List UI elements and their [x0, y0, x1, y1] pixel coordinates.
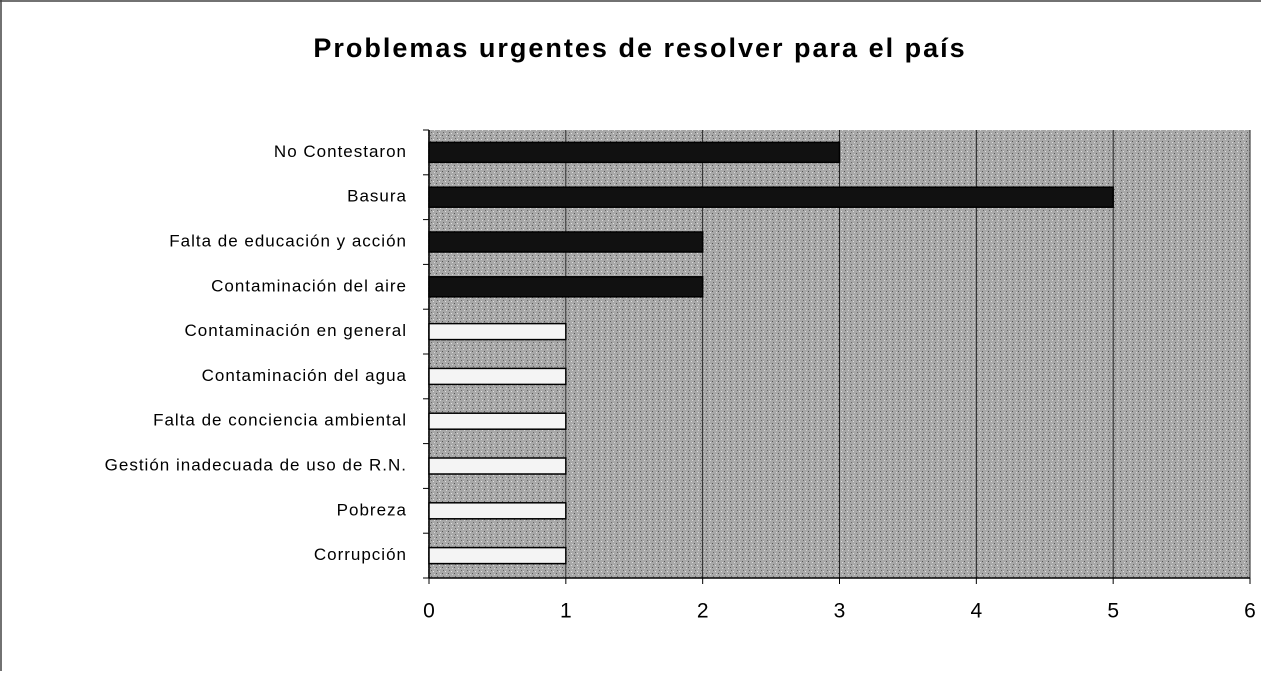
bar [428, 186, 1114, 208]
y-tick-label: Pobreza [337, 500, 407, 519]
y-tick-label: Contaminación en general [185, 321, 407, 340]
bar [428, 546, 567, 565]
bar [428, 457, 567, 475]
y-tick-label: Contaminación del agua [202, 366, 407, 385]
x-tick-label: 6 [1244, 600, 1256, 623]
bar [428, 412, 567, 430]
bar [428, 141, 841, 164]
y-tick-label: Contaminación del aire [211, 276, 407, 295]
x-tick-label: 4 [970, 600, 982, 623]
x-tick-label: 1 [560, 600, 572, 623]
chart-title: Problemas urgentes de resolver para el p… [313, 33, 966, 63]
y-tick-label: Falta de educación y acción [169, 231, 407, 250]
y-tick-label: Basura [347, 187, 407, 206]
y-tick-label: Falta de conciencia ambiental [153, 411, 407, 430]
x-tick-label: 5 [1107, 600, 1119, 623]
x-tick-label: 2 [697, 600, 709, 623]
bar [428, 502, 567, 520]
bar [428, 367, 567, 386]
y-tick-label: No Contestaron [274, 142, 407, 161]
bar [428, 231, 704, 253]
x-tick-label: 3 [834, 600, 846, 623]
y-tick-label: Gestión inadecuada de uso de R.N. [105, 455, 407, 474]
y-tick-label: Corrupción [314, 545, 407, 564]
bar [428, 276, 704, 298]
x-tick-label: 0 [423, 600, 435, 623]
bar [428, 322, 567, 341]
